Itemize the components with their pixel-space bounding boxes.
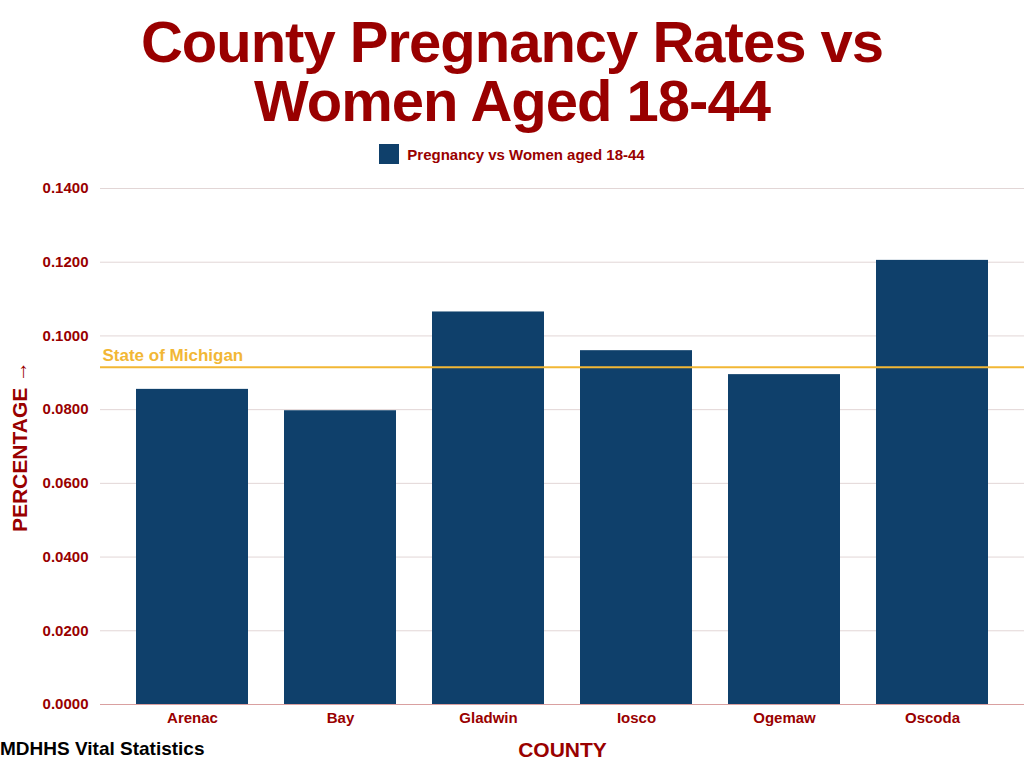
svg-text:0.1200: 0.1200 (43, 253, 89, 270)
svg-text:0.0000: 0.0000 (43, 696, 89, 713)
svg-text:Gladwin: Gladwin (459, 709, 517, 726)
svg-text:0.0800: 0.0800 (43, 401, 89, 418)
svg-text:0.0200: 0.0200 (43, 622, 89, 639)
html-text:Pregnancy vs Women aged 18-44: Pregnancy vs Women aged 18-44 (407, 145, 645, 163)
svg-text:PERCENTAGE →: PERCENTAGE → (8, 361, 31, 532)
svg-text:State of Michigan: State of Michigan (103, 346, 244, 365)
svg-text:Arenac: Arenac (167, 709, 218, 726)
html-text:MDHHS Vital Statistics: MDHHS Vital Statistics (0, 738, 205, 759)
svg-text:0.0600: 0.0600 (43, 474, 89, 491)
svg-text:COUNTY: COUNTY (518, 738, 607, 761)
html-text:County Pregnancy Rates vs Wome: County Pregnancy Rates vs Women Aged 18-… (140, 9, 884, 134)
svg-text:Iosco: Iosco (617, 709, 656, 726)
svg-text:0.1400: 0.1400 (43, 180, 89, 197)
svg-text:Bay: Bay (327, 709, 355, 726)
svg-text:Ogemaw: Ogemaw (753, 709, 816, 726)
svg-text:0.0400: 0.0400 (43, 548, 89, 565)
svg-text:0.1000: 0.1000 (43, 327, 89, 344)
svg-text:Oscoda: Oscoda (905, 709, 961, 726)
